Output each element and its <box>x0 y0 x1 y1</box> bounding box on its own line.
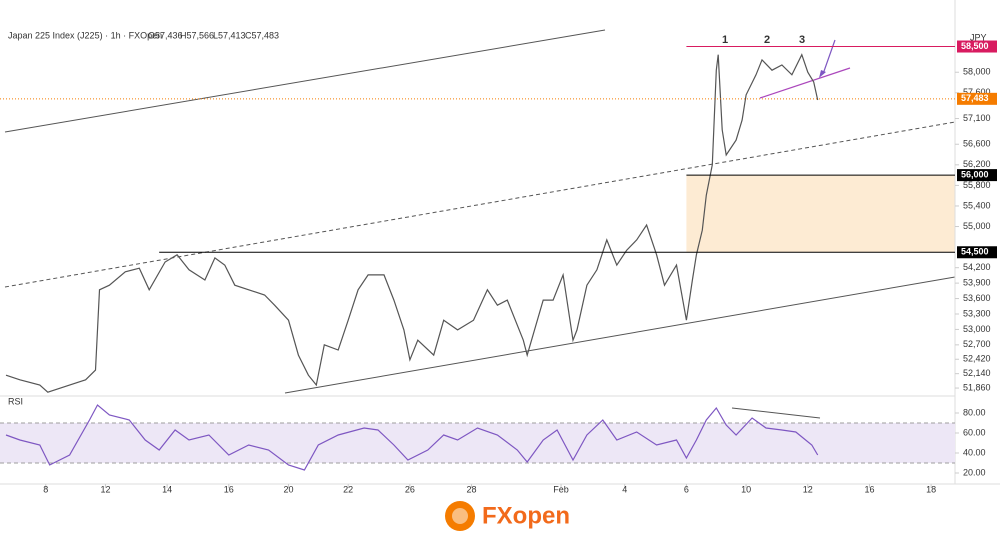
wave-label: 3 <box>799 34 805 46</box>
y-tick-label: 80.00 <box>963 407 986 417</box>
logo: FXopen <box>482 502 570 529</box>
x-tick-label: 26 <box>405 484 415 494</box>
x-tick-label: 16 <box>224 484 234 494</box>
zone <box>686 175 955 253</box>
x-tick-label: 28 <box>467 484 477 494</box>
rsi-title: RSI <box>8 396 23 406</box>
x-tick-label: 14 <box>162 484 172 494</box>
x-tick-label: 12 <box>100 484 110 494</box>
ohlc-high: H57,566 <box>180 30 214 40</box>
rsi-band <box>0 423 955 463</box>
y-tick-label: 53,000 <box>963 324 991 334</box>
ohlc-close: C57,483 <box>245 30 279 40</box>
x-tick-label: 6 <box>684 484 689 494</box>
level-label: 56,000 <box>961 169 989 179</box>
ohlc-low: L57,413 <box>213 30 246 40</box>
y-tick-label: 60.00 <box>963 427 986 437</box>
level-tag <box>957 40 997 53</box>
y-tick-label: 53,900 <box>963 278 991 288</box>
wave-label: 1 <box>722 34 728 46</box>
y-tick-label: 20.00 <box>963 467 986 477</box>
y-tick-label: 53,300 <box>963 308 991 318</box>
y-tick-label: 56,200 <box>963 159 991 169</box>
y-tick-label: 40.00 <box>963 447 986 457</box>
chart-title: Japan 225 Index (J225) · 1h · FXOpen <box>8 30 162 40</box>
x-tick-label: 10 <box>741 484 751 494</box>
x-tick-label: 20 <box>283 484 293 494</box>
data-line <box>5 404 819 471</box>
y-tick-label: 53,600 <box>963 293 991 303</box>
level-tag <box>957 246 997 259</box>
x-tick-label: 22 <box>343 484 353 494</box>
y-tick-label: 56,600 <box>963 139 991 149</box>
level-tag <box>957 92 997 105</box>
wave-label: 2 <box>764 34 770 46</box>
y-tick-label: 51,860 <box>963 382 991 392</box>
arrow-head <box>819 70 826 78</box>
x-tick-label: 18 <box>926 484 936 494</box>
x-tick-label: 4 <box>622 484 627 494</box>
arrow <box>822 39 836 75</box>
level-label: 58,500 <box>961 41 989 51</box>
level-tag <box>957 169 997 182</box>
logo-icon-inner <box>452 508 468 524</box>
level-label: 57,483 <box>961 93 989 103</box>
y-tick-label: 55,000 <box>963 221 991 231</box>
x-tick-label: Feb <box>553 484 569 494</box>
y-tick-label: 57,100 <box>963 113 991 123</box>
upper-channel <box>4 29 606 133</box>
y-tick-label: 52,140 <box>963 368 991 378</box>
y-tick-label: 52,700 <box>963 339 991 349</box>
x-tick-label: 8 <box>43 484 48 494</box>
y-tick-label: 55,800 <box>963 180 991 190</box>
x-tick-label: 12 <box>803 484 813 494</box>
level-label: 54,500 <box>961 247 989 257</box>
y-tick-label: 52,420 <box>963 354 991 364</box>
divergence-line <box>731 407 821 419</box>
y-axis-label: JPY <box>970 32 987 42</box>
x-tick-label: 16 <box>864 484 874 494</box>
lower-channel <box>284 276 956 394</box>
ohlc-open: O57,436 <box>148 30 183 40</box>
data-line <box>5 53 819 393</box>
y-tick-label: 57,600 <box>963 87 991 97</box>
trend-line <box>759 67 851 99</box>
y-tick-label: 58,000 <box>963 67 991 77</box>
y-tick-label: 55,400 <box>963 200 991 210</box>
y-tick-label: 54,200 <box>963 262 991 272</box>
